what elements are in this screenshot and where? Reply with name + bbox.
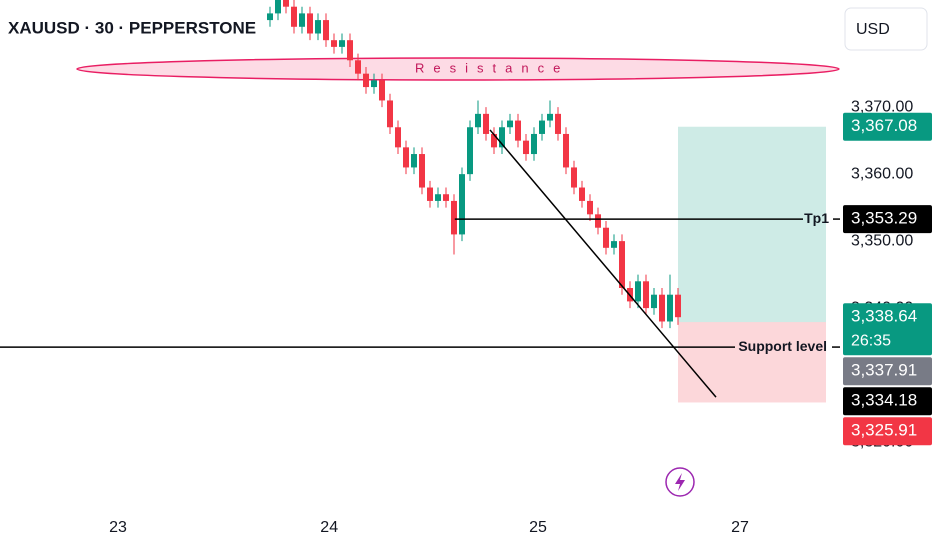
- candle-body: [635, 281, 641, 302]
- alert-icon-bolt: [675, 473, 685, 491]
- candle-body: [363, 73, 369, 88]
- candle-body: [467, 127, 473, 175]
- y-tick-label: 3,370.00: [851, 98, 913, 115]
- price-badge-label: 3,353.29: [851, 209, 917, 228]
- candle-body: [379, 80, 385, 101]
- candle-body: [387, 100, 393, 128]
- price-badge-label: 3,325.91: [851, 421, 917, 440]
- candle-body: [315, 20, 321, 34]
- x-tick-label: 23: [109, 519, 127, 536]
- price-badge: [843, 417, 932, 446]
- candle-body: [515, 120, 521, 141]
- tp-label: Tp1: [804, 210, 829, 226]
- candle-body: [299, 13, 305, 27]
- candle-body: [611, 241, 617, 248]
- plot-area: Resistance: [76, 0, 840, 403]
- candle-body: [619, 241, 625, 288]
- candle-body: [675, 294, 681, 318]
- candle-body: [531, 133, 537, 155]
- candle-body: [355, 60, 361, 74]
- candle-body: [555, 113, 561, 134]
- resistance-label: Resistance: [415, 60, 569, 75]
- candle-body: [659, 294, 665, 322]
- price-badge: [843, 357, 932, 386]
- candle-body: [475, 113, 481, 128]
- currency-button[interactable]: [844, 7, 928, 51]
- resistance-zone: [76, 57, 840, 81]
- target-zone: [678, 126, 826, 323]
- candle-body: [347, 40, 353, 61]
- candle-body: [371, 80, 377, 88]
- symbol-title: XAUUSD · 30 · PEPPERSTONE: [8, 18, 256, 37]
- candle-body: [451, 200, 457, 235]
- currency-label[interactable]: USD: [856, 21, 890, 38]
- candle-body: [491, 133, 497, 148]
- price-badge-label: 3,338.64: [851, 307, 917, 326]
- x-tick-label: 25: [529, 519, 547, 536]
- candle-body: [507, 120, 513, 128]
- support-label: Support level: [738, 338, 827, 354]
- x-tick-label: 24: [320, 519, 338, 536]
- candle-body: [539, 120, 545, 134]
- price-badge-label: 3,367.08: [851, 116, 917, 135]
- candle-body: [283, 0, 289, 7]
- candle-body: [323, 20, 329, 41]
- price-badge: [843, 303, 932, 356]
- candle-body: [643, 281, 649, 309]
- price-badge: [843, 387, 932, 416]
- candle-body: [331, 40, 337, 47]
- candle-body: [603, 227, 609, 248]
- price-badge: [843, 112, 932, 141]
- candle-body: [483, 113, 489, 134]
- candle-body: [579, 187, 585, 201]
- candle-body: [563, 133, 569, 168]
- candle-body: [443, 194, 449, 201]
- candle-body: [547, 113, 553, 121]
- candle-body: [291, 6, 297, 27]
- candle-body: [459, 174, 465, 235]
- price-badge: [843, 205, 932, 234]
- candle-body: [435, 194, 441, 201]
- x-tick-label: 27: [731, 519, 749, 536]
- candle-body: [571, 167, 577, 188]
- candle-body: [275, 0, 281, 14]
- candle-body: [587, 200, 593, 215]
- price-badge-label: 3,334.18: [851, 391, 917, 410]
- countdown-label: 26:35: [851, 332, 891, 349]
- candle-body: [499, 127, 505, 148]
- candle-body: [419, 154, 425, 188]
- y-tick-label: 3,350.00: [851, 232, 913, 249]
- candle-body: [411, 154, 417, 168]
- candle-body: [267, 13, 273, 21]
- candle-body: [339, 40, 345, 47]
- candle-body: [427, 187, 433, 201]
- y-tick-label: 3,360.00: [851, 165, 913, 182]
- candle-body: [395, 127, 401, 148]
- candle-body: [523, 140, 529, 155]
- stop-zone: [678, 322, 826, 403]
- candle-body: [307, 13, 313, 34]
- candle-body: [651, 294, 657, 309]
- trendline: [489, 129, 717, 398]
- price-badge-label: 3,337.91: [851, 361, 917, 380]
- candle-body: [667, 294, 673, 322]
- candle-body: [595, 214, 601, 228]
- candle-body: [403, 147, 409, 168]
